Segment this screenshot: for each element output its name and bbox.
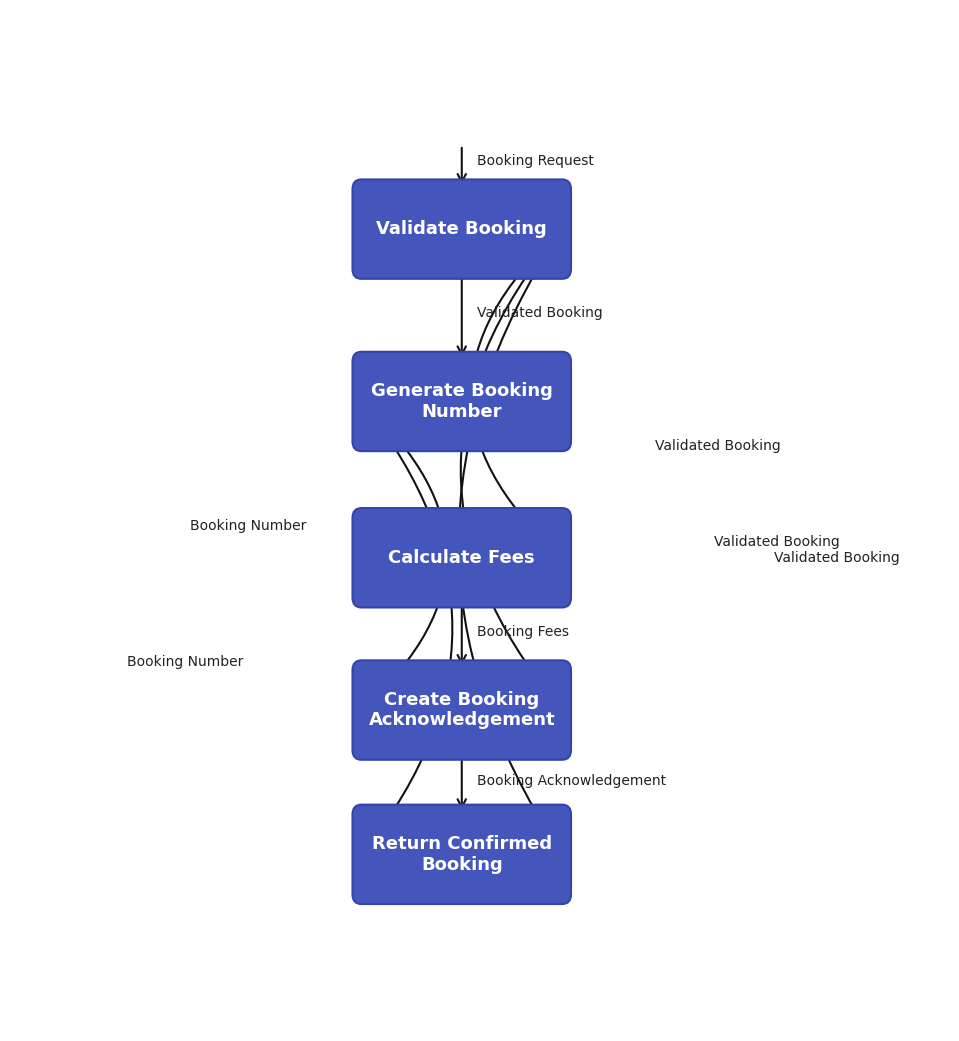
Text: Validated Booking: Validated Booking	[774, 551, 900, 565]
FancyBboxPatch shape	[353, 352, 571, 451]
FancyBboxPatch shape	[353, 660, 571, 760]
FancyArrowPatch shape	[363, 403, 447, 707]
Text: Return Confirmed
Booking: Return Confirmed Booking	[372, 835, 551, 873]
FancyArrowPatch shape	[363, 404, 453, 850]
Text: Booking Request: Booking Request	[477, 154, 594, 168]
Text: Calculate Fees: Calculate Fees	[388, 549, 535, 566]
FancyArrowPatch shape	[458, 231, 561, 850]
Text: Validated Booking: Validated Booking	[477, 306, 602, 321]
Text: Booking Number: Booking Number	[128, 655, 244, 669]
Text: Validate Booking: Validate Booking	[376, 220, 548, 238]
FancyArrowPatch shape	[460, 231, 560, 706]
FancyArrowPatch shape	[471, 231, 560, 554]
Text: Booking Number: Booking Number	[191, 518, 307, 533]
FancyBboxPatch shape	[353, 508, 571, 608]
Text: Validated Booking: Validated Booking	[714, 535, 840, 549]
Text: Booking Fees: Booking Fees	[477, 625, 569, 638]
FancyBboxPatch shape	[353, 179, 571, 279]
FancyBboxPatch shape	[353, 805, 571, 904]
Text: Generate Booking
Number: Generate Booking Number	[371, 382, 552, 421]
Text: Booking Acknowledgement: Booking Acknowledgement	[477, 773, 666, 788]
Text: Create Booking
Acknowledgement: Create Booking Acknowledgement	[368, 690, 555, 730]
Text: Validated Booking: Validated Booking	[655, 438, 781, 453]
